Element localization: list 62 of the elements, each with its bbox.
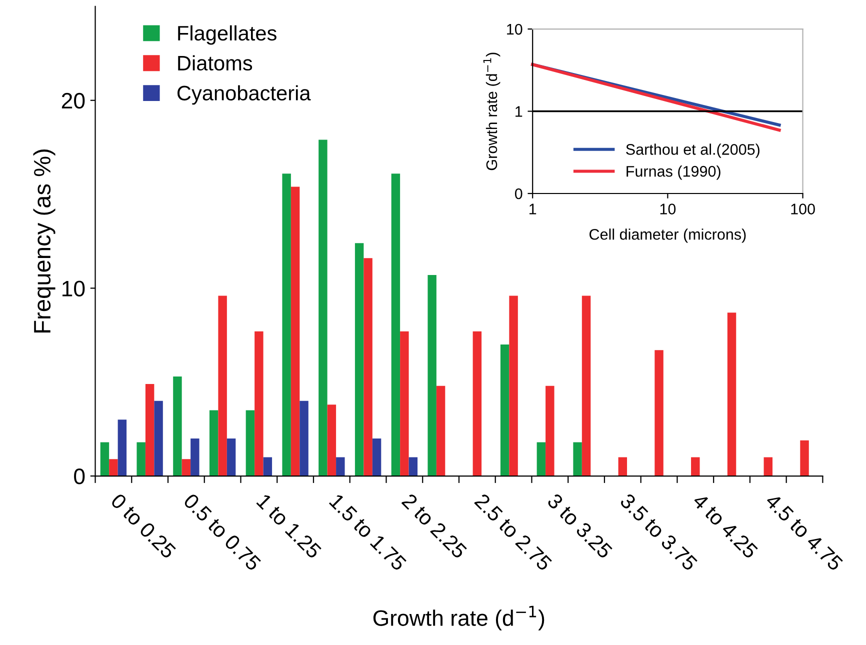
bar <box>300 400 308 476</box>
legend-label: Cyanobacteria <box>178 85 311 105</box>
bar <box>691 457 700 476</box>
bar <box>536 442 546 476</box>
bar <box>654 350 664 476</box>
bar <box>246 410 255 476</box>
bar <box>226 438 236 476</box>
bar <box>727 312 736 476</box>
bar <box>800 440 809 476</box>
bar <box>218 296 227 476</box>
bar <box>254 331 264 476</box>
bar <box>472 331 482 476</box>
bar <box>263 457 272 476</box>
x-tick-label: 0 to 0.25 <box>110 492 177 560</box>
bar <box>364 258 372 476</box>
x-tick-label: 4.5 to 4.75 <box>764 492 844 572</box>
bar <box>182 459 191 476</box>
bar <box>582 296 591 476</box>
x-axis-title: Cell diameter (microns) <box>590 228 746 243</box>
legend-label: Flagellates <box>178 25 276 45</box>
y-tick-label: 0 <box>514 188 522 200</box>
bar <box>546 386 554 476</box>
bar <box>109 459 118 476</box>
bar <box>100 442 110 476</box>
bar <box>136 442 146 476</box>
bar <box>618 457 628 476</box>
legend-label: Sarthou et al.(2005) <box>626 144 760 158</box>
x-tick-label: 10 <box>660 204 676 214</box>
y-tick-label: 10 <box>62 280 85 296</box>
y-axis-title: Frequency (as %) <box>33 150 56 332</box>
bar <box>509 296 518 476</box>
bar <box>336 457 345 476</box>
bar <box>190 438 200 476</box>
bar <box>408 457 418 476</box>
bar <box>173 376 182 476</box>
y-tick-label: 0 <box>74 468 85 484</box>
bar <box>118 420 127 476</box>
legend-label: Furnas (1990) <box>626 166 720 180</box>
bar <box>354 243 364 476</box>
x-tick-label: 1 <box>530 204 536 214</box>
x-axis-title: Growth rate (d$^{−1}$) <box>373 606 544 630</box>
y-tick-label: 1 <box>516 106 522 117</box>
y-tick-label: 10 <box>507 24 522 35</box>
bar <box>318 140 328 476</box>
legend-label: Diatoms <box>178 55 252 71</box>
bar <box>154 400 163 476</box>
bar <box>500 344 510 476</box>
bar <box>327 404 336 476</box>
bar <box>290 186 300 476</box>
y-axis-title: Growth rate (d$^{−1}$) <box>483 52 500 170</box>
bar <box>764 457 773 476</box>
bar <box>145 384 154 476</box>
bar <box>573 442 582 476</box>
bar <box>436 386 446 476</box>
bar <box>391 174 400 476</box>
bar <box>372 438 382 476</box>
bar <box>209 410 218 476</box>
x-tick-label: 100 <box>791 204 815 214</box>
bar <box>282 174 291 476</box>
y-tick-label: 20 <box>62 92 85 109</box>
bar <box>428 275 436 476</box>
bar <box>400 331 409 476</box>
